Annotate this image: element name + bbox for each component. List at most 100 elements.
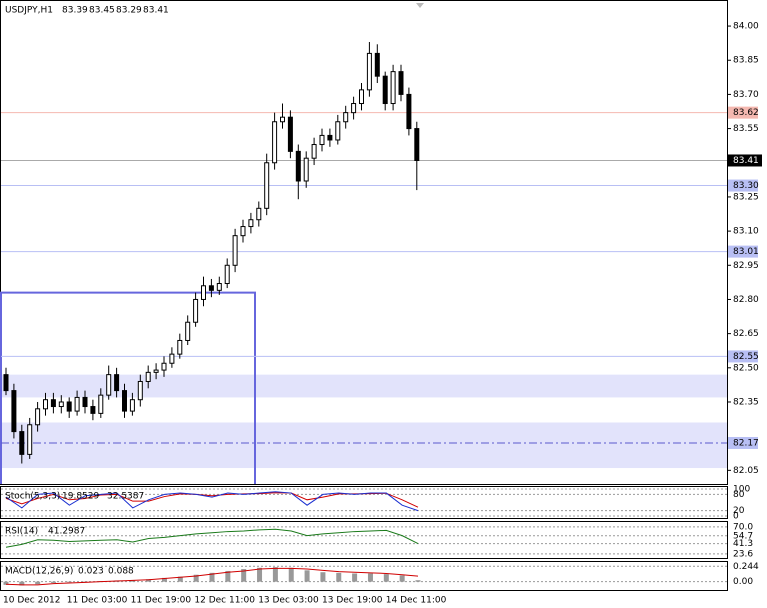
- candle-body: [177, 339, 183, 355]
- candle-body: [398, 71, 404, 95]
- candle-body: [224, 264, 230, 285]
- candle-body: [287, 116, 293, 152]
- candle-body: [161, 362, 167, 371]
- rsi-frame: [0, 521, 728, 559]
- candle-body: [327, 134, 333, 141]
- candle-body: [414, 128, 420, 161]
- y-tick-label: 54.7: [733, 531, 753, 541]
- current-price-tag: [728, 154, 762, 167]
- candle-body: [366, 52, 372, 91]
- candle-body: [382, 75, 388, 105]
- x-tick-label: 11 Dec 03:00: [67, 596, 128, 606]
- candle-body: [114, 374, 120, 392]
- quote-value: 83.41: [143, 6, 169, 16]
- candle-body: [272, 121, 278, 164]
- range-box: [0, 291, 256, 484]
- zone-band: [1, 374, 727, 398]
- candle-body: [129, 399, 135, 412]
- candle-body: [90, 406, 96, 414]
- y-tick-label: 82.95: [733, 261, 759, 271]
- candle-body: [193, 298, 199, 323]
- level-label: 82.55: [733, 352, 759, 362]
- chart-title: USDJPY,H1: [5, 6, 53, 16]
- y-tick-label: 80: [733, 490, 745, 500]
- candle-body: [74, 396, 80, 412]
- x-tick-label: 14 Dec 11:00: [386, 596, 447, 606]
- candle-body: [280, 116, 285, 123]
- y-tick-label: 83.85: [733, 56, 759, 66]
- main-frame: [0, 0, 728, 485]
- quote-value: 83.45: [89, 6, 115, 16]
- candle-body: [240, 226, 246, 237]
- y-tick-label: 0.244: [733, 562, 759, 572]
- candle-body: [406, 93, 412, 130]
- level-tag: [728, 436, 758, 449]
- candle-body: [264, 162, 270, 209]
- quote-value: 83.29: [116, 6, 142, 16]
- indicator-value: 19.8529: [62, 492, 99, 502]
- candle-body: [359, 89, 364, 105]
- level-label: 83.62: [733, 108, 759, 118]
- y-tick-label: 20: [733, 506, 745, 516]
- level-tag: [728, 245, 758, 258]
- y-tick-label: 100: [733, 485, 750, 495]
- candle-body: [66, 401, 72, 412]
- x-tick-label: 13 Dec 03:00: [258, 596, 319, 606]
- candle-body: [58, 401, 64, 408]
- y-tick-label: 83.70: [733, 90, 759, 100]
- y-tick-label: 70.0: [733, 522, 753, 532]
- indicator-value: 0.023: [78, 567, 104, 577]
- y-tick-label: 84.00: [733, 22, 759, 32]
- indicator-title: RSI(14): [5, 527, 38, 537]
- x-tick-label: 13 Dec 19:00: [322, 596, 383, 606]
- stoch-line: [5, 491, 419, 512]
- level-label: 83.01: [733, 247, 759, 257]
- shift-marker: [416, 3, 424, 8]
- candle-body: [374, 52, 380, 77]
- candle-body: [256, 207, 262, 221]
- candle-body: [343, 112, 349, 123]
- macd-frame: [0, 561, 728, 591]
- quote-value: 83.39: [62, 6, 88, 16]
- indicator-value: 41.2987: [48, 527, 85, 537]
- stoch-frame: [0, 486, 728, 519]
- rsi-line: [5, 528, 419, 548]
- candle-body: [27, 424, 33, 455]
- candle-body: [82, 396, 88, 408]
- candle-body: [43, 399, 48, 410]
- indicator-value: 32.5387: [107, 492, 144, 502]
- zone-band: [1, 422, 727, 469]
- y-tick-label: 82.65: [733, 329, 759, 339]
- candle-body: [137, 380, 143, 401]
- y-tick-label: 0: [733, 512, 739, 522]
- candle-body: [106, 374, 112, 396]
- candle-body: [295, 150, 301, 182]
- candle-body: [145, 371, 151, 382]
- level-label: 83.30: [733, 181, 759, 191]
- x-tick-label: 10 Dec 2012: [3, 596, 61, 606]
- candle-body: [185, 321, 191, 341]
- y-tick-label: 83.25: [733, 192, 759, 202]
- candle-body: [232, 235, 238, 266]
- level-tag: [728, 106, 758, 119]
- candle-body: [122, 390, 127, 412]
- x-tick-label: 12 Dec 11:00: [194, 596, 255, 606]
- y-tick-label: 83.10: [733, 227, 759, 237]
- candle-body: [319, 134, 325, 146]
- candle-body: [98, 394, 104, 414]
- candle-body: [153, 369, 159, 373]
- level-tag: [728, 179, 758, 192]
- y-tick-label: 82.35: [733, 397, 759, 407]
- candle-body: [335, 121, 341, 141]
- y-tick-label: 23.6: [733, 549, 753, 559]
- x-tick-label: 11 Dec 19:00: [131, 596, 192, 606]
- y-tick-label: 82.50: [733, 363, 759, 373]
- indicator-value: 0.088: [108, 567, 134, 577]
- candle-body: [11, 390, 17, 433]
- candle-body: [3, 374, 9, 392]
- y-tick-label: 82.05: [733, 466, 759, 476]
- macd-line: [5, 567, 419, 586]
- current-price-label: 83.41: [733, 156, 759, 166]
- y-tick-label: 83.55: [733, 124, 759, 134]
- level-tag: [728, 350, 758, 363]
